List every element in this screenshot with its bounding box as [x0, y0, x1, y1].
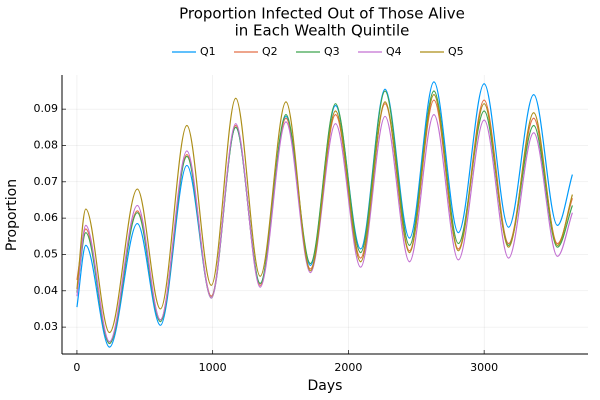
legend-label: Q4	[386, 45, 402, 58]
x-axis-label: Days	[308, 378, 343, 394]
chart-title: in Each Wealth Quintile	[235, 22, 410, 40]
line	[76, 90, 573, 345]
line	[76, 113, 573, 343]
y-tick-label: 0.03	[34, 320, 59, 333]
legend-label: Q5	[448, 45, 464, 58]
y-tick-label: 0.04	[34, 284, 59, 297]
y-tick-label: 0.09	[34, 102, 59, 115]
y-tick-label: 0.07	[34, 175, 59, 188]
legend-label: Q2	[262, 45, 278, 58]
legend-label: Q1	[200, 45, 216, 58]
y-tick-label: 0.08	[34, 138, 59, 151]
line	[76, 94, 573, 334]
x-tick-label: 2000	[334, 361, 362, 374]
y-tick-label: 0.05	[34, 247, 59, 260]
x-tick-label: 1000	[199, 361, 227, 374]
x-tick-label: 3000	[470, 361, 498, 374]
legend-label: Q3	[324, 45, 340, 58]
chart-title: Proportion Infected Out of Those Alive	[179, 5, 465, 23]
y-tick-label: 0.06	[34, 211, 59, 224]
x-tick-label: 0	[73, 361, 80, 374]
line	[76, 99, 573, 345]
line	[76, 81, 573, 348]
y-axis-label: Proportion	[4, 179, 20, 251]
